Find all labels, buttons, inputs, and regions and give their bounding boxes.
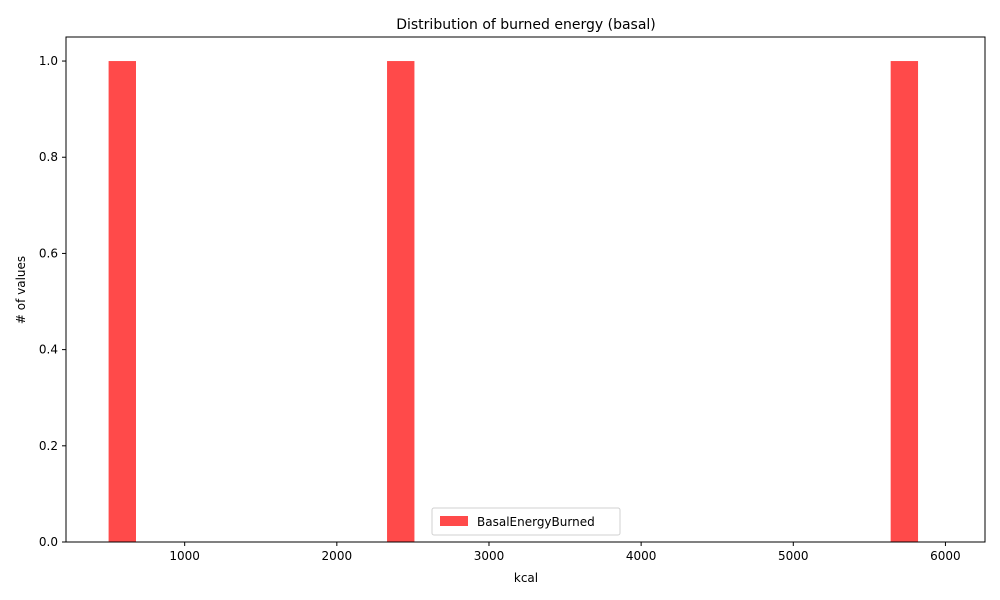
y-tick-label: 1.0 [39, 54, 58, 68]
chart-title: Distribution of burned energy (basal) [396, 17, 656, 33]
y-tick-label: 0.0 [39, 535, 58, 549]
histogram-bar [890, 61, 919, 543]
x-tick-label: 5000 [778, 549, 809, 563]
histogram-bar [108, 61, 136, 543]
x-tick-label: 3000 [474, 549, 505, 563]
x-tick-label: 1000 [169, 549, 200, 563]
x-tick-label: 6000 [930, 549, 961, 563]
y-axis-ticks: 0.0 0.2 0.4 0.6 0.8 1.0 [39, 54, 66, 549]
x-tick-label: 4000 [626, 549, 657, 563]
y-tick-label: 0.8 [39, 150, 58, 164]
legend: BasalEnergyBurned [431, 507, 621, 536]
y-axis-label: # of values [14, 256, 28, 324]
bars-group [108, 61, 919, 543]
histogram-bar [387, 61, 415, 543]
x-axis-label: kcal [514, 571, 538, 585]
y-tick-label: 0.2 [39, 439, 58, 453]
x-tick-label: 2000 [322, 549, 353, 563]
x-axis-ticks: 1000 2000 3000 4000 5000 6000 [169, 542, 961, 563]
legend-box [431, 507, 621, 536]
plot-frame [65, 36, 986, 543]
y-tick-label: 0.6 [39, 246, 58, 260]
y-tick-label: 0.4 [39, 343, 58, 357]
legend-label: BasalEnergyBurned [477, 515, 595, 529]
legend-swatch [440, 516, 468, 526]
